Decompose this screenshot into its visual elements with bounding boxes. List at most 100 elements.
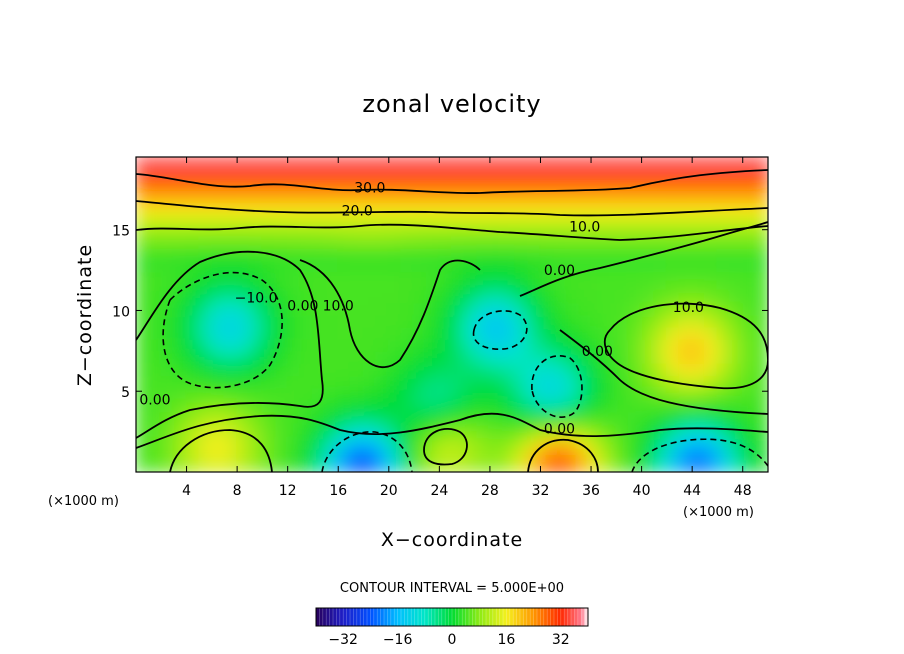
field-cell — [653, 289, 668, 304]
field-cell — [615, 410, 630, 425]
field-cell — [691, 410, 706, 425]
field-cell — [198, 386, 213, 401]
field-cell — [602, 301, 618, 316]
field-cell — [147, 410, 163, 425]
field-cell — [577, 216, 593, 231]
field-cell — [665, 216, 681, 231]
field-cell — [248, 446, 264, 461]
field-cell — [147, 398, 163, 413]
field-cell — [602, 446, 618, 461]
field-cell — [185, 301, 201, 316]
field-cell — [236, 301, 251, 316]
field-cell — [665, 325, 681, 340]
field-cell — [311, 398, 327, 413]
field-cell — [210, 240, 226, 255]
field-cell — [324, 180, 340, 195]
field-cell — [198, 313, 213, 328]
field-cell — [160, 168, 175, 183]
field-cell — [691, 216, 706, 231]
contour-label: 10.0 — [673, 300, 704, 316]
field-cell — [602, 252, 618, 268]
field-cell — [261, 240, 277, 255]
field-cell — [236, 446, 251, 461]
field-cell — [413, 386, 428, 401]
field-cell — [678, 157, 694, 171]
field-cell — [678, 361, 694, 377]
field-cell — [716, 252, 732, 268]
field-cell — [691, 386, 706, 401]
field-cell — [147, 180, 163, 195]
field-cell — [716, 386, 732, 401]
field-cell — [286, 216, 302, 231]
field-cell — [274, 422, 289, 437]
field-cell — [741, 301, 757, 316]
field-cell — [286, 386, 302, 401]
field-cell — [375, 240, 390, 255]
field-cell — [514, 337, 529, 352]
field-cell — [413, 252, 428, 268]
field-cell — [337, 349, 352, 364]
field-cell — [198, 228, 213, 243]
field-cell — [665, 277, 681, 292]
field-cell — [185, 252, 201, 268]
field-cell — [488, 180, 504, 195]
field-cell — [425, 240, 441, 255]
field-cell — [539, 180, 555, 195]
field-cell — [311, 192, 327, 207]
field-cell — [615, 422, 630, 437]
field-cell — [311, 361, 327, 377]
field-cell — [488, 216, 504, 231]
field-cell — [678, 252, 694, 268]
field-cell — [526, 349, 542, 364]
field-cell — [337, 277, 352, 292]
field-cell — [375, 325, 390, 340]
field-cell — [324, 204, 340, 219]
field-cell — [248, 422, 264, 437]
field-cell — [451, 168, 466, 183]
field-cell — [299, 168, 314, 183]
field-cell — [324, 325, 340, 340]
colorbar-segment — [350, 608, 354, 626]
field-cell — [501, 398, 517, 413]
field-cell — [337, 180, 352, 195]
field-cell — [311, 458, 327, 472]
field-cell — [615, 192, 630, 207]
field-cell — [210, 349, 226, 364]
field-cell — [678, 289, 694, 304]
field-cell — [691, 228, 706, 243]
field-cell — [160, 216, 175, 231]
x-axis-units-right: (×1000 m) — [683, 505, 754, 520]
field-cell — [665, 458, 681, 472]
colorbar-segment — [492, 608, 497, 626]
field-cell — [729, 180, 744, 195]
field-cell — [337, 458, 352, 472]
field-cell — [476, 458, 491, 472]
field-cell — [526, 228, 542, 243]
field-cell — [539, 458, 555, 472]
field-cell — [501, 374, 517, 389]
field-cell — [311, 228, 327, 243]
field-cell — [640, 240, 656, 255]
field-cell — [703, 301, 719, 316]
field-cell — [476, 337, 491, 352]
field-cell — [539, 398, 555, 413]
contour-label: 10.0 — [569, 219, 600, 235]
field-cell — [526, 361, 542, 377]
field-cell — [248, 216, 264, 231]
field-cell — [665, 157, 681, 171]
field-cell — [438, 446, 453, 461]
field-cell — [387, 277, 403, 292]
field-cell — [136, 180, 150, 195]
colorbar-segment — [326, 608, 330, 626]
field-cell — [716, 204, 732, 219]
field-cell — [665, 313, 681, 328]
field-cell — [223, 277, 239, 292]
field-cell — [476, 313, 491, 328]
field-cell — [185, 337, 201, 352]
field-cell — [349, 228, 365, 243]
field-cell — [526, 204, 542, 219]
field-cell — [387, 458, 403, 472]
field-cell — [640, 265, 656, 280]
field-cell — [136, 422, 150, 437]
field-cell — [501, 446, 517, 461]
